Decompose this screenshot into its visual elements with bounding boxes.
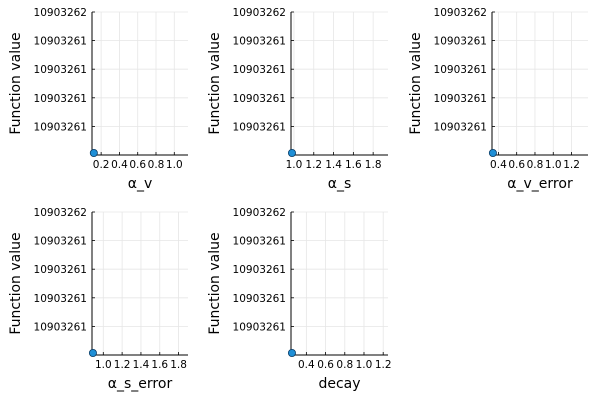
data-point: [88, 348, 97, 357]
x-tick-label: 1.0: [286, 159, 303, 171]
y-tick-label: 10903261: [233, 264, 286, 276]
x-axis-label: α_v: [128, 176, 153, 192]
y-tick-label: 10903261: [34, 64, 87, 76]
x-tick-label: 1.2: [114, 359, 131, 371]
x-tick-label: 1.0: [166, 159, 183, 171]
y-tick-label: 10903261: [434, 93, 487, 105]
y-tick-label: 10903262: [34, 7, 87, 19]
y-tick-label: 10903261: [233, 93, 286, 105]
x-tick-label: 1.0: [356, 359, 373, 371]
subplot-4: 1.0 1.2 1.4 1.6 1.8 10903261 10903261 10903261 1…: [8, 207, 188, 392]
subplot-1: 0.2 0.4 0.6 0.8 1.0 10903261 10903261 10903261 1…: [8, 7, 188, 192]
y-tick-label: 10903261: [34, 236, 87, 248]
y-tick-label: 10903262: [34, 207, 87, 219]
y-tick-label: 10903261: [434, 121, 487, 133]
y-tick-label: 10903261: [34, 321, 87, 333]
x-tick-label: 1.2: [375, 359, 392, 371]
y-tick-label: 10903261: [34, 121, 87, 133]
subplot-2: 1.0 1.2 1.4 1.6 1.8 10903261 10903261 10903261 1…: [207, 7, 388, 192]
y-tick-label: 10903261: [233, 64, 286, 76]
x-tick-label: 0.4: [111, 159, 128, 171]
data-point: [287, 148, 296, 157]
x-tick-label: 1.2: [563, 159, 580, 171]
x-tick-label: 0.4: [490, 159, 507, 171]
x-tick-label: 1.2: [305, 159, 322, 171]
y-axis-label: Function value: [207, 32, 223, 134]
y-tick-label: 10903262: [233, 7, 286, 19]
y-tick-label: 10903261: [233, 36, 286, 48]
y-tick-label: 10903261: [233, 321, 286, 333]
data-point: [89, 148, 98, 157]
y-axis-label: Function value: [408, 32, 424, 134]
y-tick-label: 10903261: [34, 293, 87, 305]
x-tick-label: 1.0: [545, 159, 562, 171]
x-axis-label: α_s_error: [108, 376, 173, 392]
y-tick-label: 10903261: [434, 64, 487, 76]
y-tick-label: 10903262: [434, 7, 487, 19]
y-axis-label: Function value: [8, 232, 24, 334]
x-tick-label: 1.6: [151, 359, 168, 371]
x-axis-label: α_s: [328, 176, 352, 192]
data-point: [287, 348, 296, 357]
subplot-3: 0.4 0.6 0.8 1.0 1.2 10903261 10903261 10903261 1…: [408, 7, 588, 192]
x-tick-label: 0.8: [527, 159, 544, 171]
y-tick-label: 10903261: [434, 36, 487, 48]
y-tick-label: 10903261: [233, 236, 286, 248]
y-tick-label: 10903261: [34, 36, 87, 48]
y-axis-label: Function value: [8, 32, 24, 134]
y-tick-label: 10903261: [233, 121, 286, 133]
x-tick-label: 0.6: [508, 159, 525, 171]
y-axis-label: Function value: [207, 232, 223, 334]
x-tick-label: 1.0: [95, 359, 112, 371]
x-tick-label: 0.4: [298, 359, 315, 371]
x-tick-label: 0.6: [317, 359, 334, 371]
data-point: [488, 148, 497, 157]
x-tick-label: 1.4: [325, 159, 342, 171]
x-tick-label: 0.8: [148, 159, 165, 171]
y-tick-label: 10903261: [233, 293, 286, 305]
x-tick-label: 1.8: [365, 159, 382, 171]
y-tick-label: 10903262: [233, 207, 286, 219]
x-tick-label: 1.6: [345, 159, 362, 171]
subplot-5: 0.4 0.6 0.8 1.0 1.2 10903261 10903261 10903261 1…: [207, 207, 392, 392]
x-tick-label: 0.6: [129, 159, 146, 171]
x-tick-label: 1.4: [133, 359, 150, 371]
x-tick-label: 0.2: [93, 159, 110, 171]
x-axis-label: α_v_error: [507, 176, 573, 192]
y-tick-label: 10903261: [34, 264, 87, 276]
x-axis-label: decay: [318, 376, 360, 392]
x-tick-label: 1.8: [170, 359, 187, 371]
y-tick-label: 10903261: [34, 93, 87, 105]
x-tick-label: 0.8: [336, 359, 353, 371]
